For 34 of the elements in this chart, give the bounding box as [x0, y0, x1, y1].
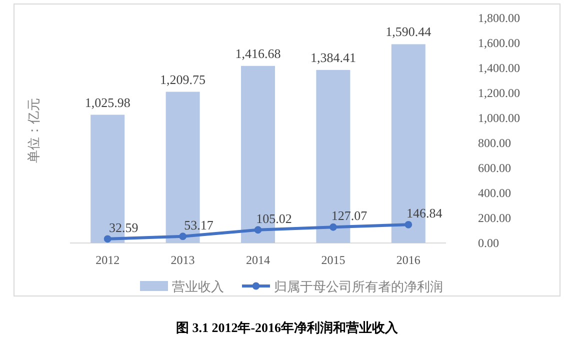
- y-tick-label: 1,400.00: [478, 61, 520, 75]
- point: [404, 220, 412, 228]
- data-label: 53.17: [184, 217, 214, 232]
- y-tick-label: 0.00: [478, 236, 499, 250]
- point: [330, 223, 337, 231]
- y-tick-label: 200.00: [478, 211, 511, 225]
- data-label: 1,209.75: [160, 72, 206, 87]
- data-label: 1,416.68: [235, 46, 281, 61]
- text: 图 3.1 2012年-2016年净利润和营业收入: [176, 320, 400, 335]
- y-tick-label: 400.00: [478, 186, 511, 200]
- x-tick-label: 2015: [321, 253, 346, 267]
- legend-label: 归属于母公司所有者的净利润: [274, 279, 443, 294]
- point: [104, 235, 112, 243]
- y-tick-label: 600.00: [478, 161, 511, 175]
- point: [254, 226, 262, 234]
- x-tick-label: 2016: [396, 253, 420, 267]
- y-tick-label: 1,800.00: [478, 11, 520, 25]
- x-tick-label: 2014: [246, 253, 270, 267]
- x-tick-label: 2012: [96, 253, 120, 267]
- y-tick-label: 1,000.00: [478, 111, 520, 125]
- point: [179, 232, 186, 240]
- data-label: 1,590.44: [386, 24, 432, 40]
- y-tick-label: 1,200.00: [478, 86, 520, 100]
- y-tick-label: 800.00: [478, 136, 511, 150]
- data-label: 1,384.41: [310, 50, 356, 65]
- x-tick-label: 2013: [170, 253, 195, 267]
- data-label: 146.84: [406, 206, 443, 221]
- legend-label: 营业收入: [172, 279, 224, 294]
- y-tick-label: 1,600.00: [478, 36, 520, 50]
- y-axis-title: 单位：亿元: [26, 98, 41, 163]
- data-label: 105.02: [256, 210, 292, 226]
- data-label: 32.59: [108, 220, 138, 235]
- data-label: 127.07: [331, 208, 368, 224]
- data-label: 1,025.98: [84, 94, 130, 110]
